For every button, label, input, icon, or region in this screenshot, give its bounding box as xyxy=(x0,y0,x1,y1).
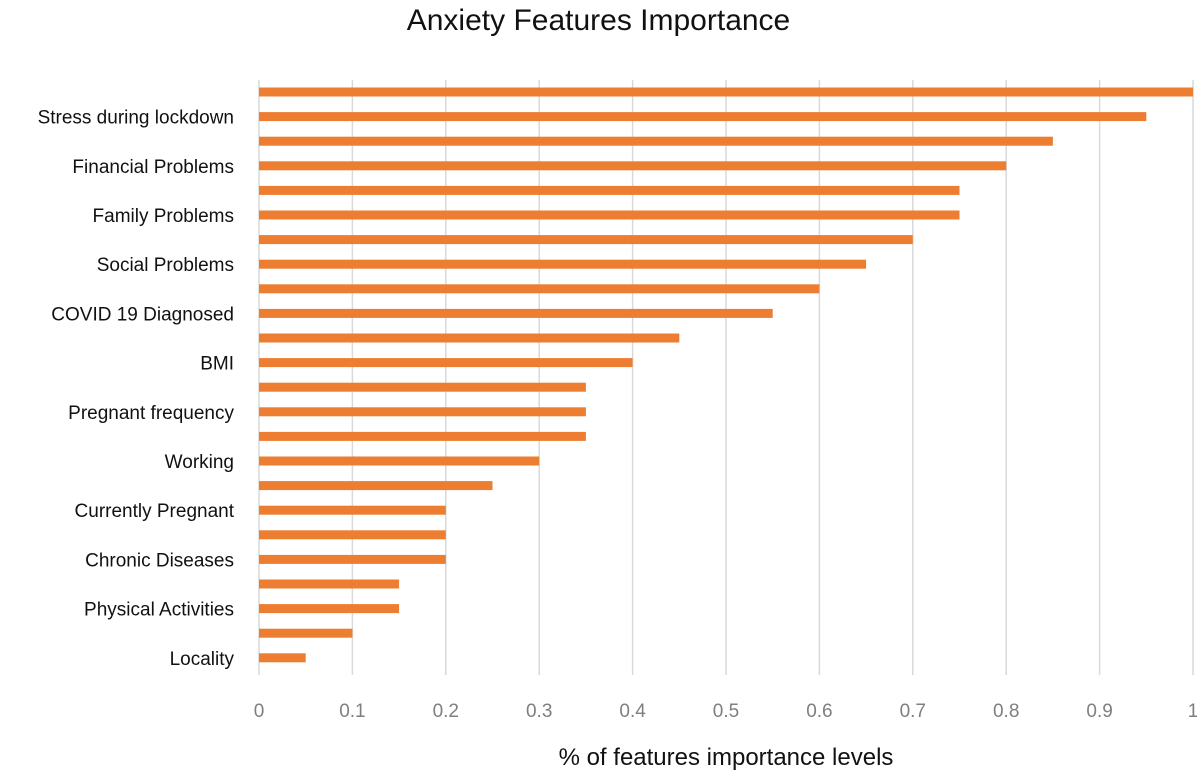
bar xyxy=(259,530,446,540)
bar xyxy=(259,235,913,245)
bar xyxy=(259,284,820,294)
bar xyxy=(259,112,1147,122)
y-category-label: Currently Pregnant xyxy=(75,501,235,522)
x-tick-label: 0.1 xyxy=(339,701,365,722)
bar xyxy=(259,333,680,343)
bar xyxy=(259,136,1053,146)
x-tick-label: 0.3 xyxy=(526,701,552,722)
y-category-label: Stress during lockdown xyxy=(38,108,234,129)
y-category-label: COVID 19 Diagnosed xyxy=(51,304,234,325)
bar xyxy=(259,87,1193,97)
y-category-label: Pregnant frequency xyxy=(68,403,234,424)
y-category-label: Social Problems xyxy=(97,255,234,276)
bar xyxy=(259,481,493,491)
y-category-label: Working xyxy=(165,452,234,473)
x-tick-label: 0.2 xyxy=(433,701,459,722)
bar xyxy=(259,210,960,220)
x-tick-label: 0.5 xyxy=(713,701,739,722)
gridlines xyxy=(258,80,1194,675)
chart-title: Anxiety Features Importance xyxy=(406,4,791,37)
bar xyxy=(259,358,633,368)
y-category-label: BMI xyxy=(200,354,234,375)
x-tick-label: 0.7 xyxy=(900,701,926,722)
x-axis-ticks: 0 0.1 0.2 0.3 0.4 0.5 0.6 0.7 0.8 0.9 1 xyxy=(254,701,1197,722)
x-tick-label: 0 xyxy=(254,701,265,722)
y-category-label: Financial Problems xyxy=(72,157,234,178)
bar xyxy=(259,431,586,441)
bar xyxy=(259,579,400,589)
x-tick-label: 0.8 xyxy=(993,701,1019,722)
bar xyxy=(259,382,586,392)
bar xyxy=(259,628,353,638)
y-category-label: Family Problems xyxy=(93,206,234,227)
x-tick-label: 0.9 xyxy=(1086,701,1112,722)
bar xyxy=(259,456,540,466)
x-tick-label: 0.6 xyxy=(806,701,832,722)
y-axis-labels: Stress during lockdown Financial Problems… xyxy=(38,108,235,670)
bars xyxy=(259,87,1193,663)
y-category-label: Physical Activities xyxy=(84,600,234,621)
bar xyxy=(259,308,773,318)
bar xyxy=(259,185,960,195)
bar xyxy=(259,554,446,564)
y-category-label: Chronic Diseases xyxy=(85,550,234,571)
bar xyxy=(259,259,867,269)
bar xyxy=(259,407,586,417)
y-category-label: Locality xyxy=(170,649,235,670)
bar xyxy=(259,161,1007,171)
x-tick-label: 1 xyxy=(1188,701,1197,722)
bar xyxy=(259,653,306,663)
x-tick-label: 0.4 xyxy=(619,701,646,722)
bar xyxy=(259,604,400,614)
x-axis-title: % of features importance levels xyxy=(558,744,894,771)
bar xyxy=(259,505,446,515)
